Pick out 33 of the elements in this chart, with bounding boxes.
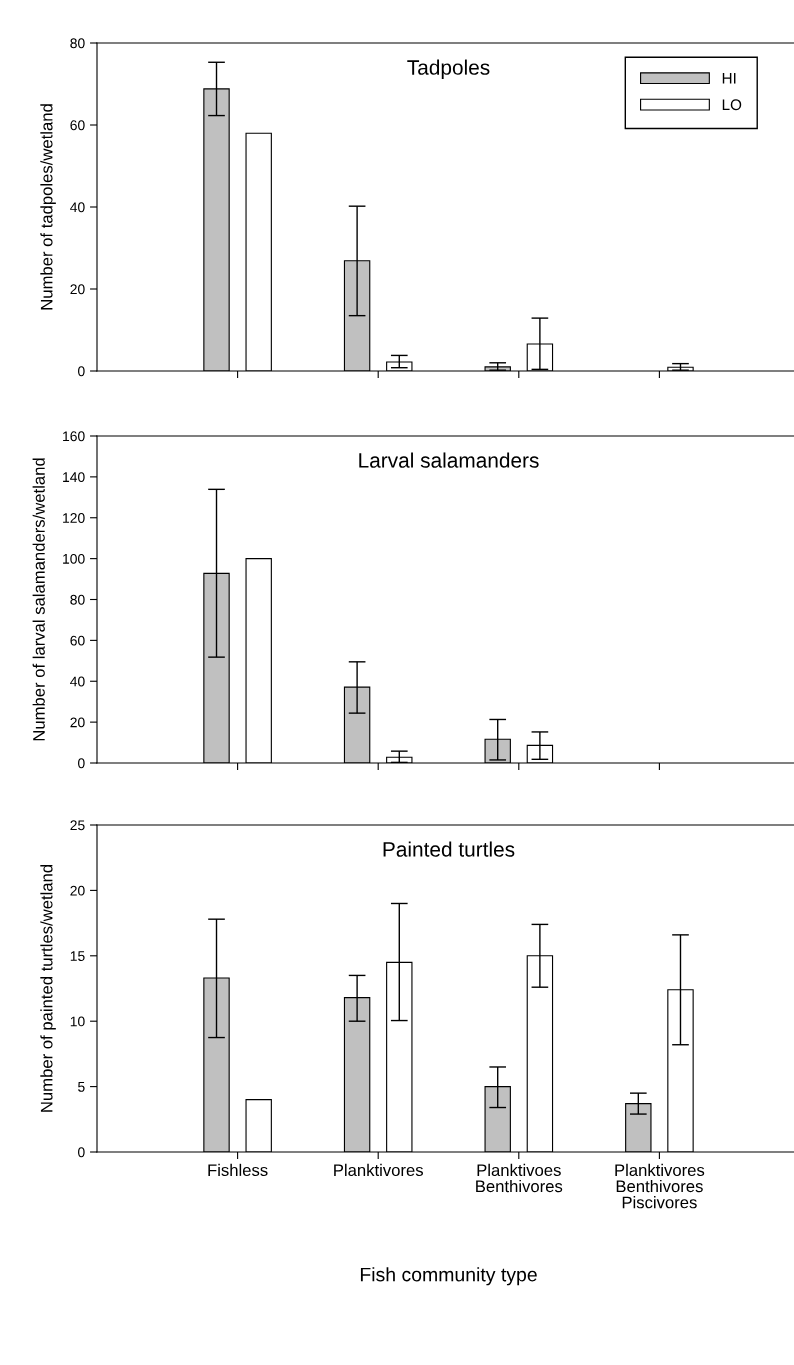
x-tick-label: Planktivoes Benthivores <box>476 1163 563 1193</box>
y-tick-label: 80 <box>70 594 85 605</box>
x-tick-label: Planktivores Benthivores Piscivores <box>615 1163 705 1209</box>
y-tick-label: 5 <box>78 1082 85 1092</box>
text: Tadpoles <box>407 59 490 79</box>
y-tick-label: 0 <box>78 758 85 769</box>
y-tick-label: 60 <box>70 120 85 131</box>
y-tick-label: 10 <box>70 1016 85 1027</box>
y-tick-label: 60 <box>70 635 85 646</box>
y-tick-label: 80 <box>70 38 85 49</box>
y-tick-label: 20 <box>70 717 85 728</box>
y-tick-label: 20 <box>70 284 85 295</box>
x-tick-label: Fishless <box>208 1163 268 1177</box>
y-tick-label: 120 <box>63 513 85 523</box>
y-tick-label: 20 <box>70 885 85 896</box>
x-tick-label: Planktivores <box>334 1163 423 1177</box>
y-tick-label: 0 <box>78 366 85 377</box>
y-tick-label: 0 <box>78 1147 85 1158</box>
y-tick-label: 160 <box>63 431 85 442</box>
y-tick-label: 15 <box>70 951 85 961</box>
y-tick-label: 100 <box>63 553 85 564</box>
y-axis-title: Number of painted turtles/wetland <box>40 864 56 1112</box>
y-tick-label: 40 <box>70 676 85 687</box>
y-tick-label: 40 <box>70 202 85 213</box>
y-tick-label: 25 <box>70 820 85 831</box>
legend-label: LO <box>722 99 742 111</box>
y-tick-label: 140 <box>63 472 85 483</box>
x-axis-title: Fish community type <box>360 1267 537 1286</box>
text: Larval salamanders <box>359 452 539 468</box>
y-axis-title: Number of larval salamanders/wetland <box>32 458 45 741</box>
legend-label: HI <box>722 73 736 84</box>
text: Painted turtles <box>383 841 515 857</box>
y-axis-title: Number of tadpoles/wetland <box>40 104 56 310</box>
